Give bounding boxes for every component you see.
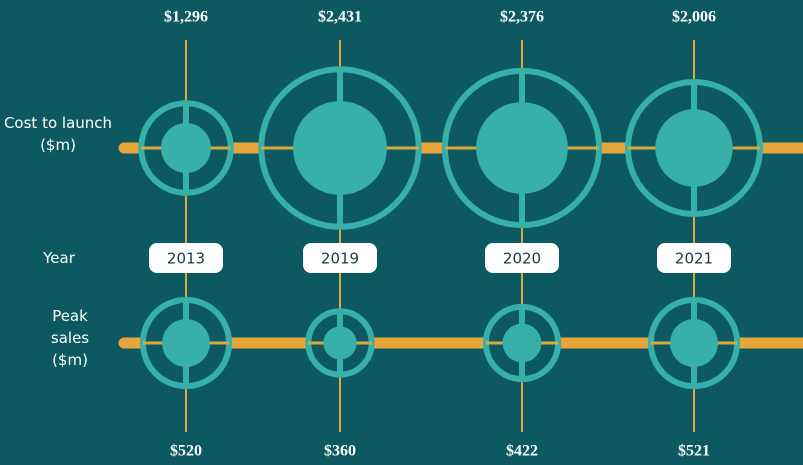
value-label: $360 bbox=[324, 443, 356, 460]
value-label: $2,006 bbox=[672, 9, 716, 26]
value-label: $2,376 bbox=[500, 9, 544, 26]
bubble bbox=[476, 102, 568, 194]
year-box bbox=[485, 243, 559, 273]
row-label: Cost to launch ($m) bbox=[3, 114, 113, 154]
x-tick-label: 2013 bbox=[167, 250, 205, 268]
row-label: Year bbox=[43, 249, 75, 267]
x-tick-label: 2021 bbox=[675, 250, 713, 268]
value-label: $1,296 bbox=[164, 9, 208, 26]
row-label: Peak sales ($m) bbox=[50, 307, 90, 369]
year-box bbox=[303, 243, 377, 273]
bubble bbox=[502, 323, 542, 363]
value-label: $2,431 bbox=[318, 9, 362, 26]
bubble bbox=[160, 122, 212, 174]
bubble bbox=[655, 109, 733, 187]
bubble bbox=[293, 101, 387, 195]
x-tick-label: 2019 bbox=[321, 250, 359, 268]
value-label: $521 bbox=[678, 443, 710, 460]
year-box bbox=[149, 243, 223, 273]
value-label: $520 bbox=[170, 443, 202, 460]
value-label: $422 bbox=[506, 443, 538, 460]
year-box bbox=[657, 243, 731, 273]
x-tick-label: 2020 bbox=[503, 250, 541, 268]
bubble bbox=[670, 319, 718, 367]
bubble bbox=[323, 326, 357, 360]
bubble bbox=[162, 319, 210, 367]
